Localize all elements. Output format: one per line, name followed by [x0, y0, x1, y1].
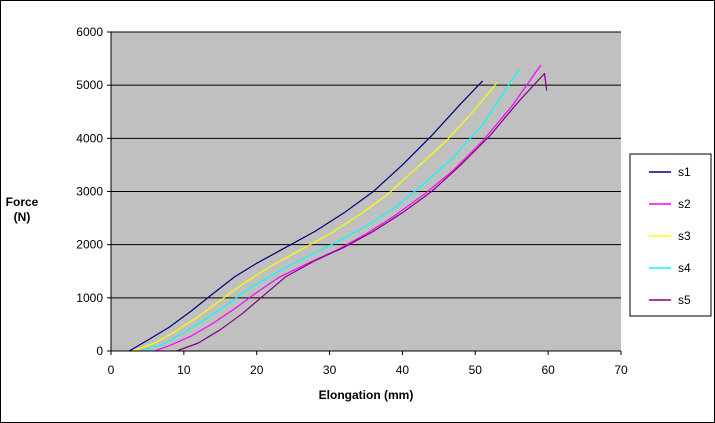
y-tick-label-0: 0 — [96, 344, 103, 358]
legend-label-s4: s4 — [678, 261, 691, 275]
x-tick-label-0: 0 — [108, 363, 115, 377]
grid-layer — [111, 31, 621, 299]
series-line-s5 — [176, 72, 548, 352]
series-line-s4 — [139, 68, 520, 352]
x-tick-label-7: 70 — [614, 363, 628, 377]
x-tick-label-3: 30 — [323, 363, 337, 377]
legend-label-s3: s3 — [678, 229, 691, 243]
y-tick-label-6: 6000 — [76, 25, 103, 39]
x-tick-label-1: 10 — [177, 363, 191, 377]
y-tick-label-4: 4000 — [76, 131, 103, 145]
y-tick-label-3: 3000 — [76, 185, 103, 199]
series-line-s1 — [128, 80, 484, 352]
legend-box — [629, 153, 712, 317]
x-tick-label-2: 20 — [250, 363, 264, 377]
x-tick-label-5: 50 — [469, 363, 483, 377]
y-tick-label-5: 5000 — [76, 78, 103, 92]
axis-layer: 0 1000 2000 3000 4000 5000 6000 0 10 20 30 40 50 60 70 — [76, 25, 628, 377]
series-line-s3 — [132, 82, 498, 352]
x-tick-label-4: 40 — [396, 363, 410, 377]
x-axis-title: Elongation (mm) — [319, 388, 414, 402]
legend-label-s1: s1 — [678, 165, 691, 179]
legend: s1 s2 s3 s4 s5 — [629, 153, 712, 317]
y-tick-label-1: 1000 — [76, 291, 103, 305]
series-layer — [128, 64, 548, 352]
y-axis-title-line-1: Force — [6, 195, 39, 209]
y-tick-label-2: 2000 — [76, 238, 103, 252]
legend-label-s2: s2 — [678, 197, 691, 211]
legend-label-s5: s5 — [678, 293, 691, 307]
y-axis-title-line-2: (N) — [14, 210, 31, 224]
x-tick-label-6: 60 — [541, 363, 555, 377]
